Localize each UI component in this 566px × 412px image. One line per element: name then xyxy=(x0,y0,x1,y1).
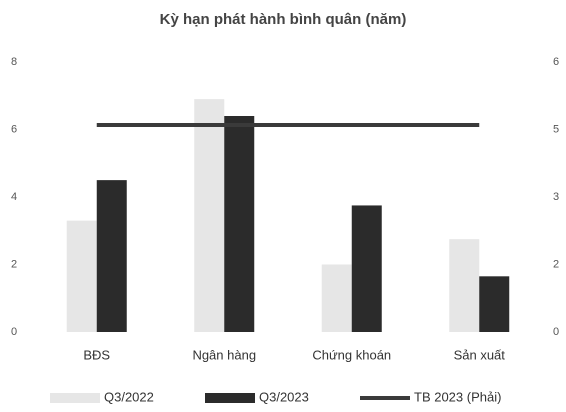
bar xyxy=(194,99,225,332)
bar xyxy=(66,220,97,332)
y2-tick-label: 0 xyxy=(553,326,559,338)
legend-label: TB 2023 (Phải) xyxy=(414,389,501,404)
x-tick-label: Ngân hàng xyxy=(192,347,256,362)
bar xyxy=(449,239,480,332)
y-tick-label: 2 xyxy=(11,258,17,270)
legend-label: Q3/2022 xyxy=(104,389,154,404)
y-tick-label: 6 xyxy=(11,123,17,135)
bar xyxy=(96,180,127,332)
x-tick-label: Sản xuất xyxy=(454,347,506,362)
y2-tick-label: 3 xyxy=(553,191,559,203)
legend-label: Q3/2023 xyxy=(259,389,309,404)
y2-tick-label: 5 xyxy=(553,123,559,135)
x-tick-label: Chứng khoán xyxy=(312,347,391,362)
legend-swatch xyxy=(50,393,100,403)
y2-tick-label: 6 xyxy=(553,56,559,68)
x-tick-label: BĐS xyxy=(83,347,110,362)
bar xyxy=(321,264,352,332)
y-tick-label: 0 xyxy=(11,326,17,338)
bar xyxy=(479,276,510,332)
bar xyxy=(351,205,382,332)
y2-tick-label: 2 xyxy=(553,258,559,270)
bar xyxy=(224,116,255,332)
legend-swatch xyxy=(205,393,255,403)
y-tick-label: 4 xyxy=(11,191,17,203)
chart-title: Kỳ hạn phát hành bình quân (năm) xyxy=(160,11,407,28)
y-tick-label: 8 xyxy=(11,56,17,68)
